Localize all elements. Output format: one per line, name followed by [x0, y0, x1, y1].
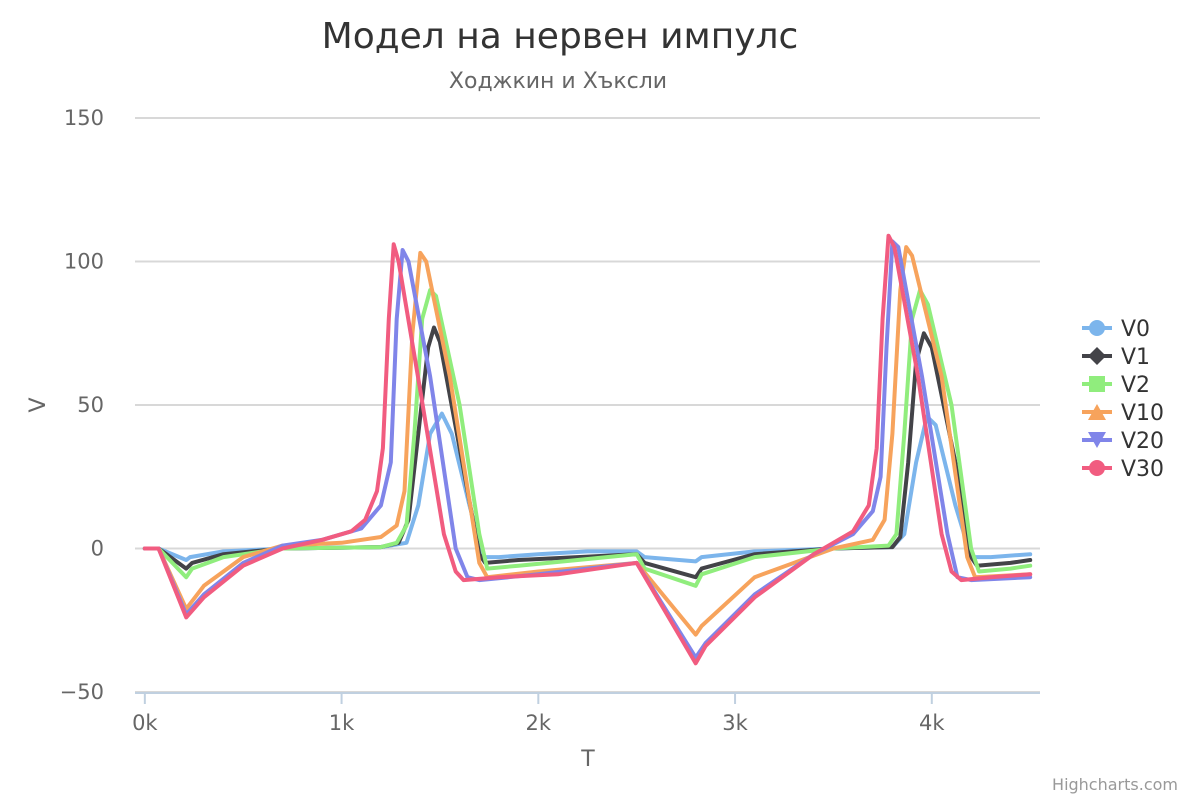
y-axis-ticks: −50 0 50 100 150 [60, 106, 104, 704]
x-tick-label: 1k [329, 711, 355, 735]
chart-subtitle: Ходжкин и Хъксли [449, 69, 667, 94]
series-line-v30[interactable] [142, 233, 1033, 666]
y-tick-label: −50 [60, 680, 104, 704]
legend-item-v20[interactable]: V20 [1082, 429, 1164, 454]
x-tick-label: 2k [526, 711, 552, 735]
legend-label: V0 [1121, 317, 1150, 342]
legend-label: V10 [1121, 401, 1164, 426]
legend-item-v0[interactable]: V0 [1082, 317, 1150, 342]
credits-link[interactable]: Highcharts.com [1052, 775, 1178, 794]
series-line-v10[interactable] [142, 245, 1033, 637]
y-axis-title: V [26, 397, 51, 412]
series-line-v20[interactable] [142, 239, 1033, 660]
legend-marker-diamond [1088, 347, 1106, 365]
legend-marker-circle [1089, 460, 1105, 476]
x-tick-label: 3k [722, 711, 748, 735]
legend-marker-square [1089, 376, 1105, 392]
legend-item-v2[interactable]: V2 [1082, 373, 1150, 398]
legend-marker-circle [1089, 320, 1105, 336]
x-tick-label: 4k [919, 711, 945, 735]
legend-label: V30 [1121, 457, 1164, 482]
legend-marker-triangle-down [1088, 432, 1106, 448]
x-axis: 0k 1k 2k 3k 4k [132, 692, 1040, 735]
x-axis-title: T [580, 747, 595, 772]
legend-item-v10[interactable]: V10 [1082, 401, 1164, 426]
y-tick-label: 100 [64, 250, 104, 274]
x-tick-label: 0k [132, 711, 158, 735]
legend-label: V1 [1121, 345, 1150, 370]
legend-label: V20 [1121, 429, 1164, 454]
y-tick-label: 0 [91, 537, 104, 561]
chart-title: Модел на нервен импулс [322, 16, 799, 57]
legend: V0 V1 V2 V10 V20 V30 [1082, 317, 1164, 482]
legend-item-v30[interactable]: V30 [1082, 457, 1164, 482]
plot-area [142, 233, 1033, 666]
legend-label: V2 [1121, 373, 1150, 398]
legend-marker-triangle [1088, 404, 1106, 420]
legend-item-v1[interactable]: V1 [1082, 345, 1150, 370]
y-tick-label: 50 [77, 393, 104, 417]
y-tick-label: 150 [64, 106, 104, 130]
